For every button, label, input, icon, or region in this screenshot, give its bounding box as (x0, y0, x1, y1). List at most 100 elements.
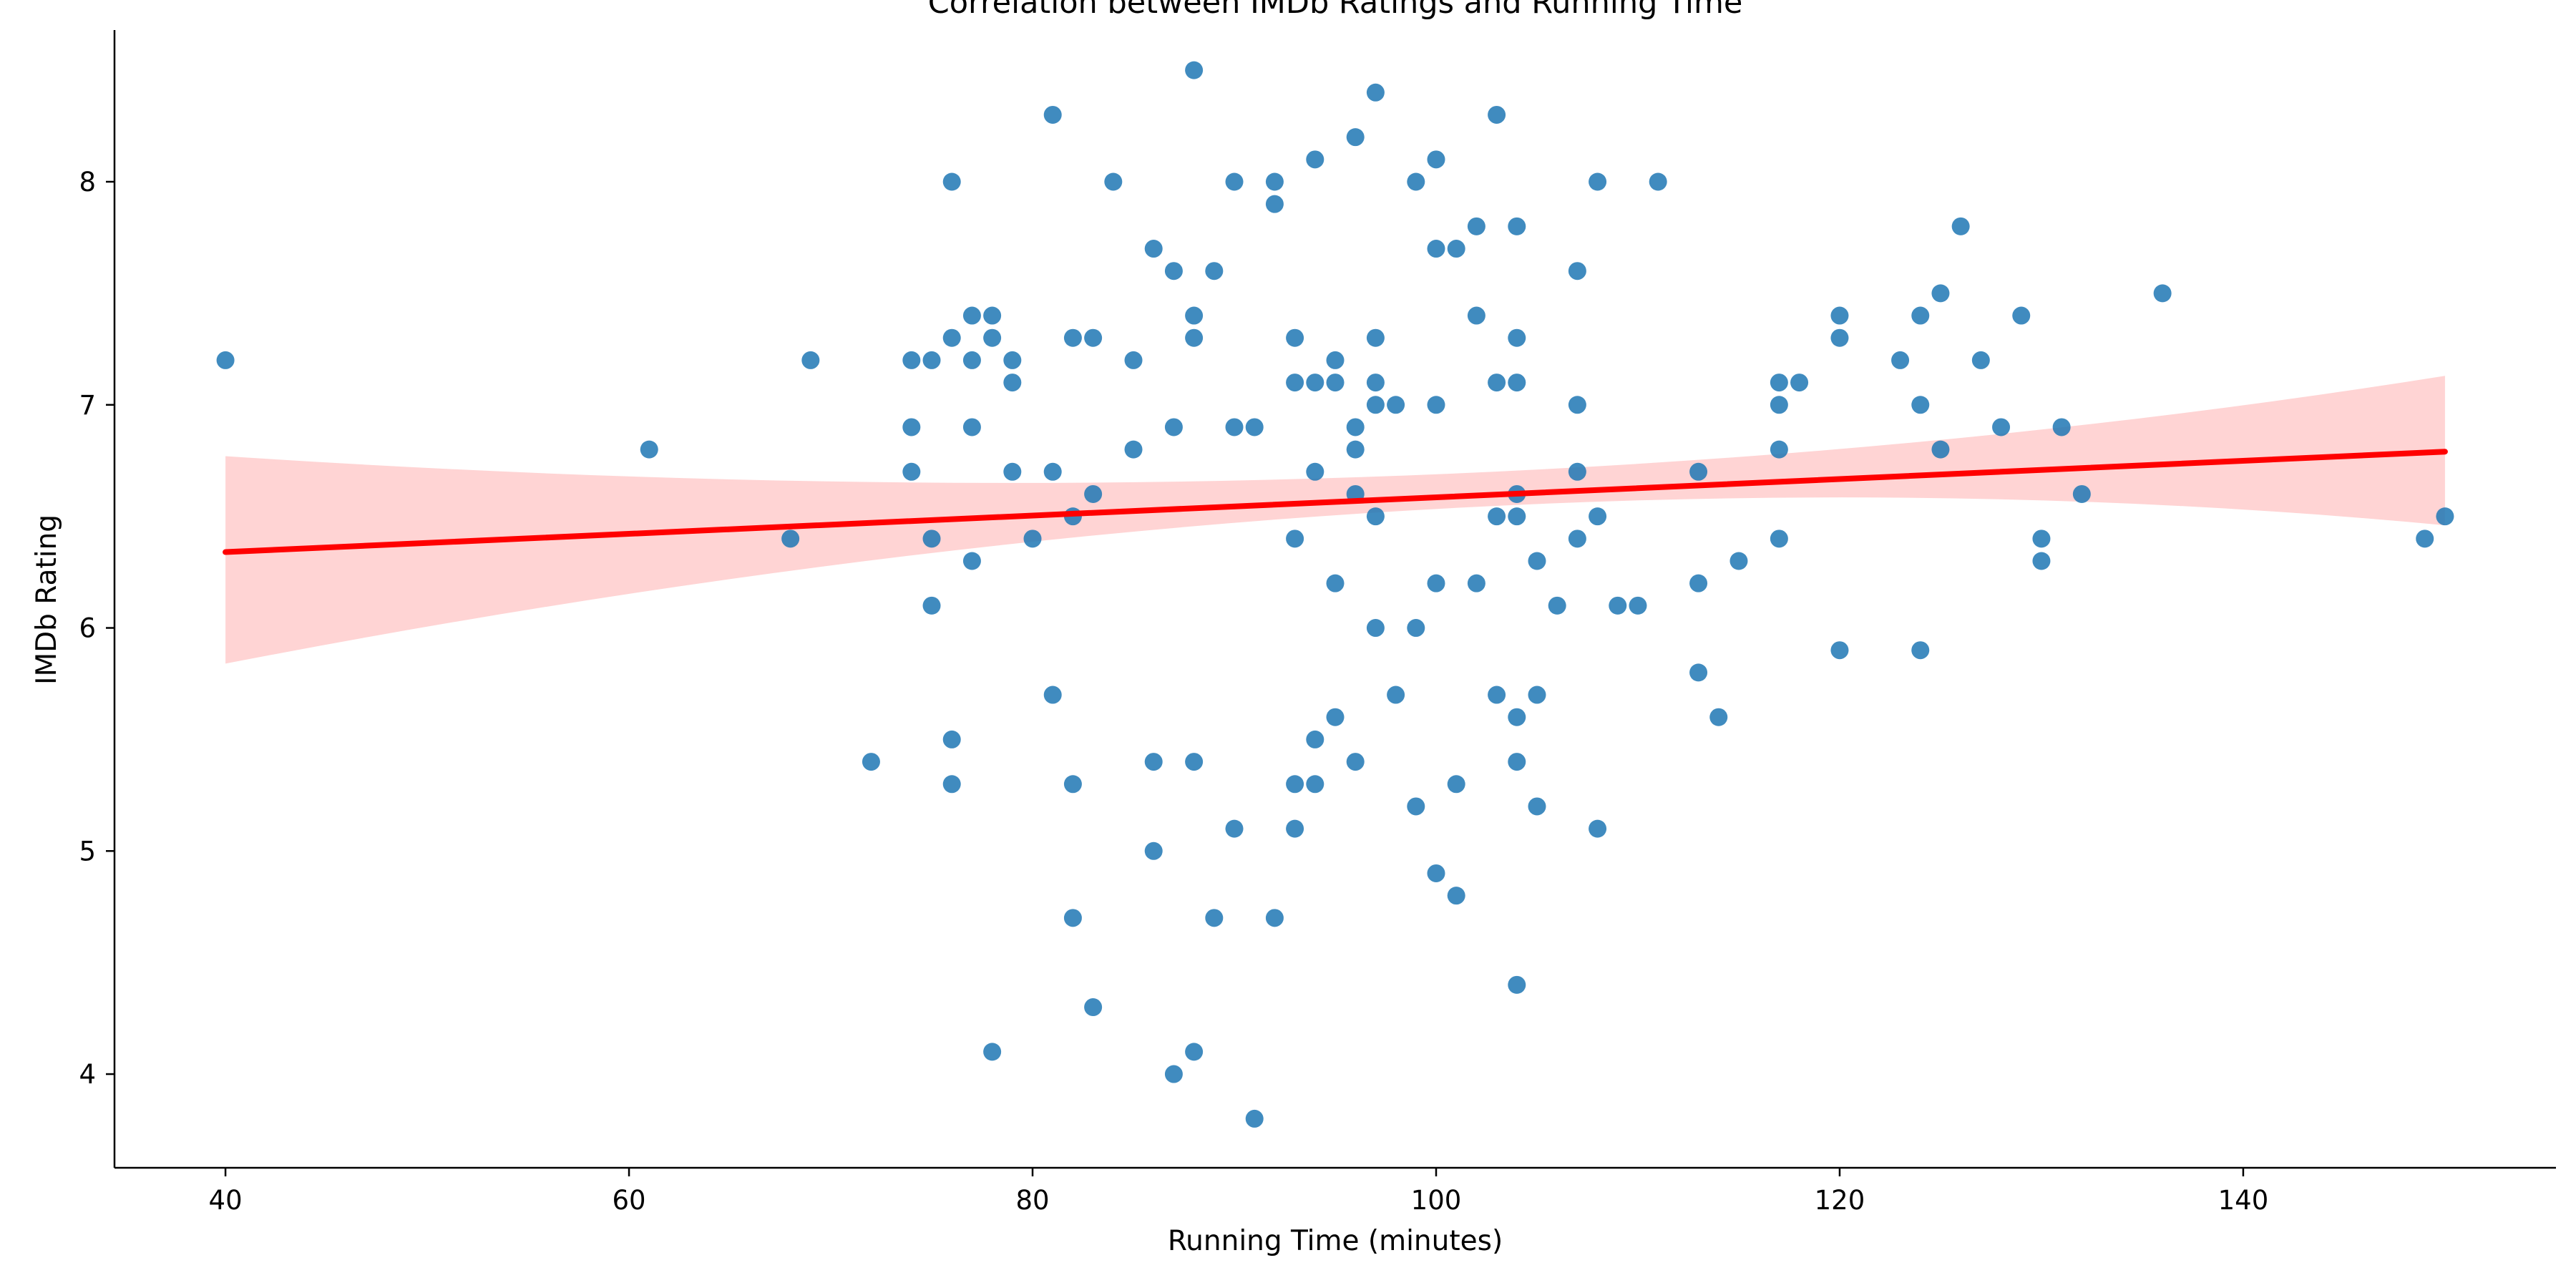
data-point (1447, 775, 1465, 794)
data-point (1366, 396, 1385, 414)
data-point (2052, 418, 2071, 436)
data-point (1144, 753, 1163, 771)
data-point (1911, 396, 1930, 414)
data-point (1326, 708, 1345, 726)
data-point (1971, 351, 1990, 369)
data-point (1609, 596, 1627, 615)
data-point (922, 351, 941, 369)
data-point (1427, 240, 1445, 258)
data-point (922, 530, 941, 548)
data-point (1003, 351, 1022, 369)
data-point (1306, 374, 1324, 392)
data-point (1387, 396, 1405, 414)
regression-line (223, 449, 2448, 555)
data-point (1185, 61, 1204, 79)
data-point (1084, 328, 1103, 347)
data-point (1427, 396, 1445, 414)
data-point (962, 552, 981, 570)
x-tick-label: 120 (1815, 1185, 1865, 1216)
data-point (2032, 530, 2051, 548)
data-point (902, 418, 921, 436)
data-point (1689, 574, 1708, 592)
data-point (1407, 797, 1425, 816)
data-point (1931, 440, 1950, 459)
data-point (962, 306, 981, 325)
data-point (902, 462, 921, 481)
data-point (1286, 819, 1304, 838)
data-point (942, 328, 961, 347)
data-point (942, 172, 961, 191)
data-point (1689, 462, 1708, 481)
data-point (1286, 328, 1304, 347)
data-point (1124, 440, 1143, 459)
data-point (1387, 686, 1405, 704)
data-point (1326, 374, 1345, 392)
data-point (781, 530, 800, 548)
data-point (1427, 864, 1445, 882)
data-point (1770, 530, 1788, 548)
y-ticks: 4 5 6 7 8 (79, 167, 114, 1090)
data-point (216, 351, 235, 369)
data-point (1488, 507, 1506, 526)
data-point (1467, 306, 1485, 325)
data-point (1306, 150, 1324, 169)
data-point (1185, 753, 1204, 771)
data-point (1488, 105, 1506, 124)
data-point (1306, 462, 1324, 481)
data-point (1528, 552, 1546, 570)
data-point (1043, 462, 1062, 481)
data-point (1205, 909, 1224, 927)
data-point (1245, 1109, 1264, 1128)
data-point (1488, 374, 1506, 392)
data-point (1346, 440, 1365, 459)
data-point (1568, 262, 1586, 280)
data-point (1326, 351, 1345, 369)
data-point (1306, 730, 1324, 748)
data-point (1992, 418, 2011, 436)
data-point (1770, 396, 1788, 414)
data-point (902, 351, 921, 369)
data-point (2072, 484, 2091, 503)
data-point (1164, 1065, 1183, 1083)
data-point (1366, 374, 1385, 392)
data-point (1709, 708, 1728, 726)
data-point (1084, 484, 1103, 503)
data-point (1589, 819, 1607, 838)
data-point (1225, 172, 1244, 191)
x-ticks: 40 60 80 100 120 140 (209, 1168, 2269, 1216)
data-point (1508, 507, 1526, 526)
data-point (801, 351, 820, 369)
data-point (1185, 328, 1204, 347)
regression-line-layer (223, 449, 2448, 555)
data-point (1084, 998, 1103, 1017)
data-point (1043, 105, 1062, 124)
data-point (962, 418, 981, 436)
data-point (942, 730, 961, 748)
data-point (1286, 374, 1304, 392)
data-point (1629, 596, 1647, 615)
data-point (1286, 775, 1304, 794)
data-point (1467, 217, 1485, 235)
data-point (1185, 1043, 1204, 1061)
data-point (2153, 284, 2172, 303)
confidence-band (225, 376, 2445, 664)
data-point (1951, 217, 1970, 235)
data-point (1911, 306, 1930, 325)
data-point (1366, 83, 1385, 102)
data-point (1023, 530, 1042, 548)
data-point (1003, 374, 1022, 392)
y-tick-label: 6 (79, 613, 96, 644)
x-tick-label: 80 (1015, 1185, 1049, 1216)
y-tick-label: 7 (79, 390, 96, 421)
data-point (2012, 306, 2031, 325)
data-point (2032, 552, 2051, 570)
data-point (1447, 887, 1465, 905)
data-point (1144, 841, 1163, 860)
y-tick-label: 5 (79, 836, 96, 867)
axes-layer (113, 30, 2556, 1169)
data-point (983, 328, 1002, 347)
data-point (983, 306, 1002, 325)
data-point (1346, 753, 1365, 771)
x-tick-label: 140 (2218, 1185, 2269, 1216)
data-point (1286, 530, 1304, 548)
